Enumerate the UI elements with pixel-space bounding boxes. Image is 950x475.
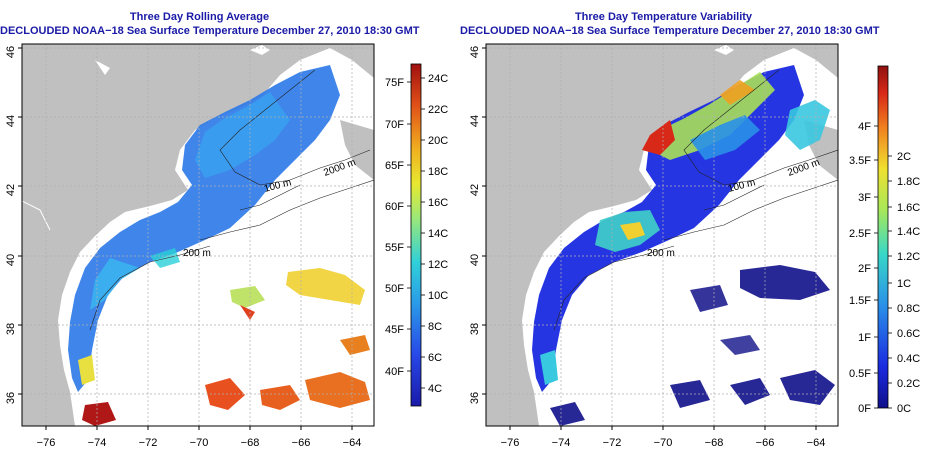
svg-text:−72: −72 bbox=[603, 437, 622, 449]
svg-text:0.8C: 0.8C bbox=[897, 303, 920, 315]
svg-text:10C: 10C bbox=[428, 290, 448, 302]
svg-text:38: 38 bbox=[469, 323, 481, 335]
right-title-line1: Three Day Temperature Variability bbox=[574, 11, 753, 23]
svg-text:70F: 70F bbox=[385, 119, 404, 131]
svg-text:65F: 65F bbox=[385, 160, 404, 172]
svg-text:42: 42 bbox=[469, 184, 481, 196]
svg-text:14C: 14C bbox=[428, 228, 448, 240]
svg-text:40: 40 bbox=[5, 254, 17, 266]
left-lon-ticks: −76 −74 −72 −70 −68 −66 −64 bbox=[37, 437, 362, 449]
svg-text:3F: 3F bbox=[858, 192, 871, 204]
svg-text:−74: −74 bbox=[88, 437, 107, 449]
svg-text:4F: 4F bbox=[858, 121, 871, 133]
svg-text:44: 44 bbox=[469, 115, 481, 127]
svg-text:0C: 0C bbox=[897, 403, 911, 415]
svg-text:1C: 1C bbox=[897, 278, 911, 290]
svg-text:16C: 16C bbox=[428, 197, 448, 209]
svg-text:−74: −74 bbox=[552, 437, 571, 449]
svg-text:0.2C: 0.2C bbox=[897, 378, 920, 390]
svg-text:18C: 18C bbox=[428, 166, 448, 178]
svg-text:1.2C: 1.2C bbox=[897, 251, 920, 263]
svg-text:1.6C: 1.6C bbox=[897, 202, 920, 214]
svg-text:40F: 40F bbox=[385, 366, 404, 378]
svg-text:−76: −76 bbox=[37, 437, 56, 449]
left-title-line2: DECLOUDED NOAA−18 Sea Surface Temperatur… bbox=[0, 25, 420, 37]
svg-text:0.6C: 0.6C bbox=[897, 328, 920, 340]
right-colorbar-c-labels: 2C 1.8C 1.6C 1.4C 1.2C 1C 0.8C 0.6C 0.4C… bbox=[897, 151, 920, 415]
left-title-line1: Three Day Rolling Average bbox=[129, 11, 270, 23]
svg-text:0.5F: 0.5F bbox=[849, 368, 871, 380]
svg-text:−64: −64 bbox=[807, 437, 826, 449]
svg-text:6C: 6C bbox=[428, 352, 442, 364]
svg-text:0.4C: 0.4C bbox=[897, 353, 920, 365]
svg-text:40: 40 bbox=[469, 254, 481, 266]
svg-text:2F: 2F bbox=[858, 263, 871, 275]
svg-text:46: 46 bbox=[5, 46, 17, 58]
svg-text:50F: 50F bbox=[385, 283, 404, 295]
svg-text:46: 46 bbox=[469, 46, 481, 58]
sst-warm-patch bbox=[286, 268, 365, 305]
sst-coastal bbox=[68, 65, 340, 392]
contour-label-200: 200 m bbox=[183, 248, 211, 259]
svg-text:1.8C: 1.8C bbox=[897, 176, 920, 188]
land-mass bbox=[22, 44, 374, 426]
svg-text:−72: −72 bbox=[139, 437, 158, 449]
svg-text:−66: −66 bbox=[756, 437, 775, 449]
svg-text:4C: 4C bbox=[428, 383, 442, 395]
svg-text:22C: 22C bbox=[428, 104, 448, 116]
svg-text:−64: −64 bbox=[343, 437, 362, 449]
svg-text:60F: 60F bbox=[385, 201, 404, 213]
left-colorbar-c-labels: 24C 22C 20C 18C 16C 14C 12C 10C 8C 6C 4C bbox=[428, 73, 448, 395]
svg-text:2.5F: 2.5F bbox=[849, 228, 871, 240]
svg-text:−68: −68 bbox=[241, 437, 260, 449]
svg-text:20C: 20C bbox=[428, 135, 448, 147]
svg-text:36: 36 bbox=[469, 392, 481, 404]
svg-text:38: 38 bbox=[5, 323, 17, 335]
svg-text:−66: −66 bbox=[292, 437, 311, 449]
svg-text:12C: 12C bbox=[428, 259, 448, 271]
svg-text:1F: 1F bbox=[858, 332, 871, 344]
svg-text:−70: −70 bbox=[654, 437, 673, 449]
svg-text:−76: −76 bbox=[501, 437, 520, 449]
svg-text:3.5F: 3.5F bbox=[849, 155, 871, 167]
right-title-line2: DECLOUDED NOAA−18 Sea Surface Temperatur… bbox=[460, 25, 880, 37]
left-colorbar bbox=[410, 63, 422, 407]
right-lat-ticks: 46 44 42 40 38 36 bbox=[469, 46, 481, 404]
contour-label-200-right: 200 m bbox=[647, 248, 675, 259]
right-lon-ticks: −76 −74 −72 −70 −68 −66 −64 bbox=[501, 437, 826, 449]
svg-text:−70: −70 bbox=[190, 437, 209, 449]
right-colorbar bbox=[877, 65, 889, 409]
svg-text:24C: 24C bbox=[428, 73, 448, 85]
svg-text:8C: 8C bbox=[428, 321, 442, 333]
svg-text:42: 42 bbox=[5, 184, 17, 196]
svg-text:2C: 2C bbox=[897, 151, 911, 163]
svg-text:1.5F: 1.5F bbox=[849, 295, 871, 307]
svg-text:1.4C: 1.4C bbox=[897, 226, 920, 238]
svg-text:0F: 0F bbox=[858, 403, 871, 415]
svg-text:55F: 55F bbox=[385, 242, 404, 254]
right-colorbar-f-labels: 4F 3.5F 3F 2.5F 2F 1.5F 1F 0.5F 0F bbox=[849, 121, 871, 415]
svg-text:45F: 45F bbox=[385, 324, 404, 336]
left-colorbar-f-labels: 75F 70F 65F 60F 55F 50F 45F 40F bbox=[385, 77, 404, 378]
svg-text:−68: −68 bbox=[705, 437, 724, 449]
svg-text:75F: 75F bbox=[385, 77, 404, 89]
svg-text:36: 36 bbox=[5, 392, 17, 404]
left-lat-ticks: 46 44 42 40 38 36 bbox=[5, 46, 17, 404]
svg-text:44: 44 bbox=[5, 115, 17, 127]
